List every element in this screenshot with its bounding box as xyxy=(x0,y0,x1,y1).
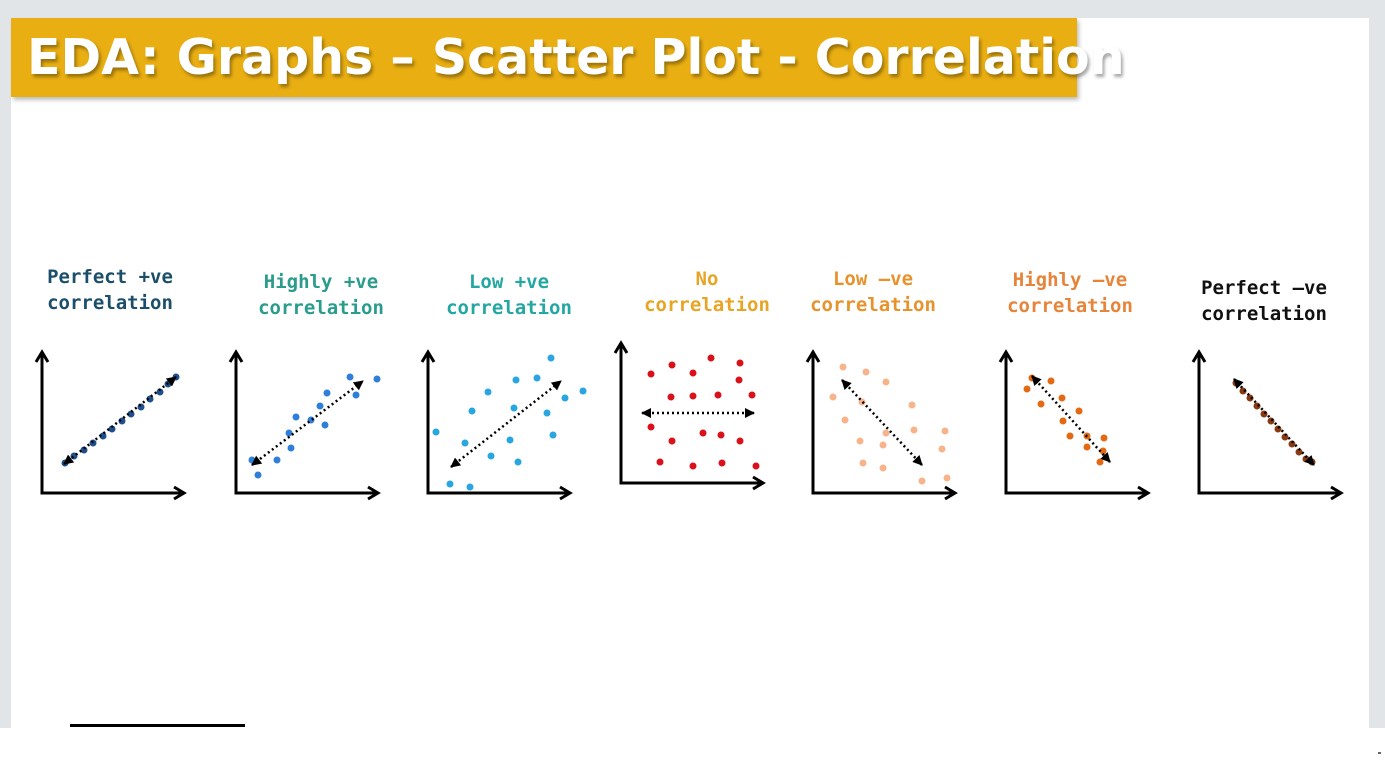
panel-label-perfect-negative: Perfect –ve correlation xyxy=(1190,275,1338,327)
low-positive-scatter-icon xyxy=(420,349,587,501)
panel-label-line2: correlation xyxy=(1007,295,1133,317)
panel-label-no-correlation: No correlation xyxy=(633,266,781,318)
highly-positive-scatter-icon xyxy=(228,349,381,501)
panel-label-line1: Highly +ve xyxy=(263,271,379,293)
slide-title: EDA: Graphs – Scatter Plot - Correlation xyxy=(27,29,1125,86)
footer-rule xyxy=(70,724,245,727)
panel-label-line2: correlation xyxy=(1201,303,1327,325)
highly-negative-scatter-icon xyxy=(998,349,1151,501)
perfect-negative-scatter-icon xyxy=(1191,349,1344,501)
perfect-positive-scatter-icon xyxy=(34,349,187,501)
panel-label-line1: Highly –ve xyxy=(1012,269,1128,291)
panel-label-line2: correlation xyxy=(258,297,384,319)
panel-label-low-positive: Low +ve correlation xyxy=(435,269,583,321)
panel-label-highly-negative: Highly –ve correlation xyxy=(996,267,1144,319)
panel-label-line1: Perfect –ve xyxy=(1201,277,1327,299)
panel-label-line2: correlation xyxy=(47,292,173,314)
panel-label-line1: Perfect +ve xyxy=(47,266,173,288)
panel-label-line2: correlation xyxy=(446,297,572,319)
panel-label-low-negative: Low –ve correlation xyxy=(799,266,947,318)
panel-label-line1: Low –ve xyxy=(832,268,914,290)
corner-mark xyxy=(1378,752,1381,754)
no-correlation-scatter-icon xyxy=(613,340,766,491)
low-negative-scatter-icon xyxy=(805,349,958,501)
bottom-strip xyxy=(0,728,1385,762)
panel-label-highly-positive: Highly +ve correlation xyxy=(247,269,395,321)
panel-label-perfect-positive: Perfect +ve correlation xyxy=(36,264,184,316)
panel-label-line2: correlation xyxy=(644,294,770,316)
panel-label-line1: No xyxy=(695,268,719,290)
panel-label-line2: correlation xyxy=(810,294,936,316)
panel-label-line1: Low +ve xyxy=(468,271,550,293)
title-banner: EDA: Graphs – Scatter Plot - Correlation xyxy=(11,18,1125,97)
